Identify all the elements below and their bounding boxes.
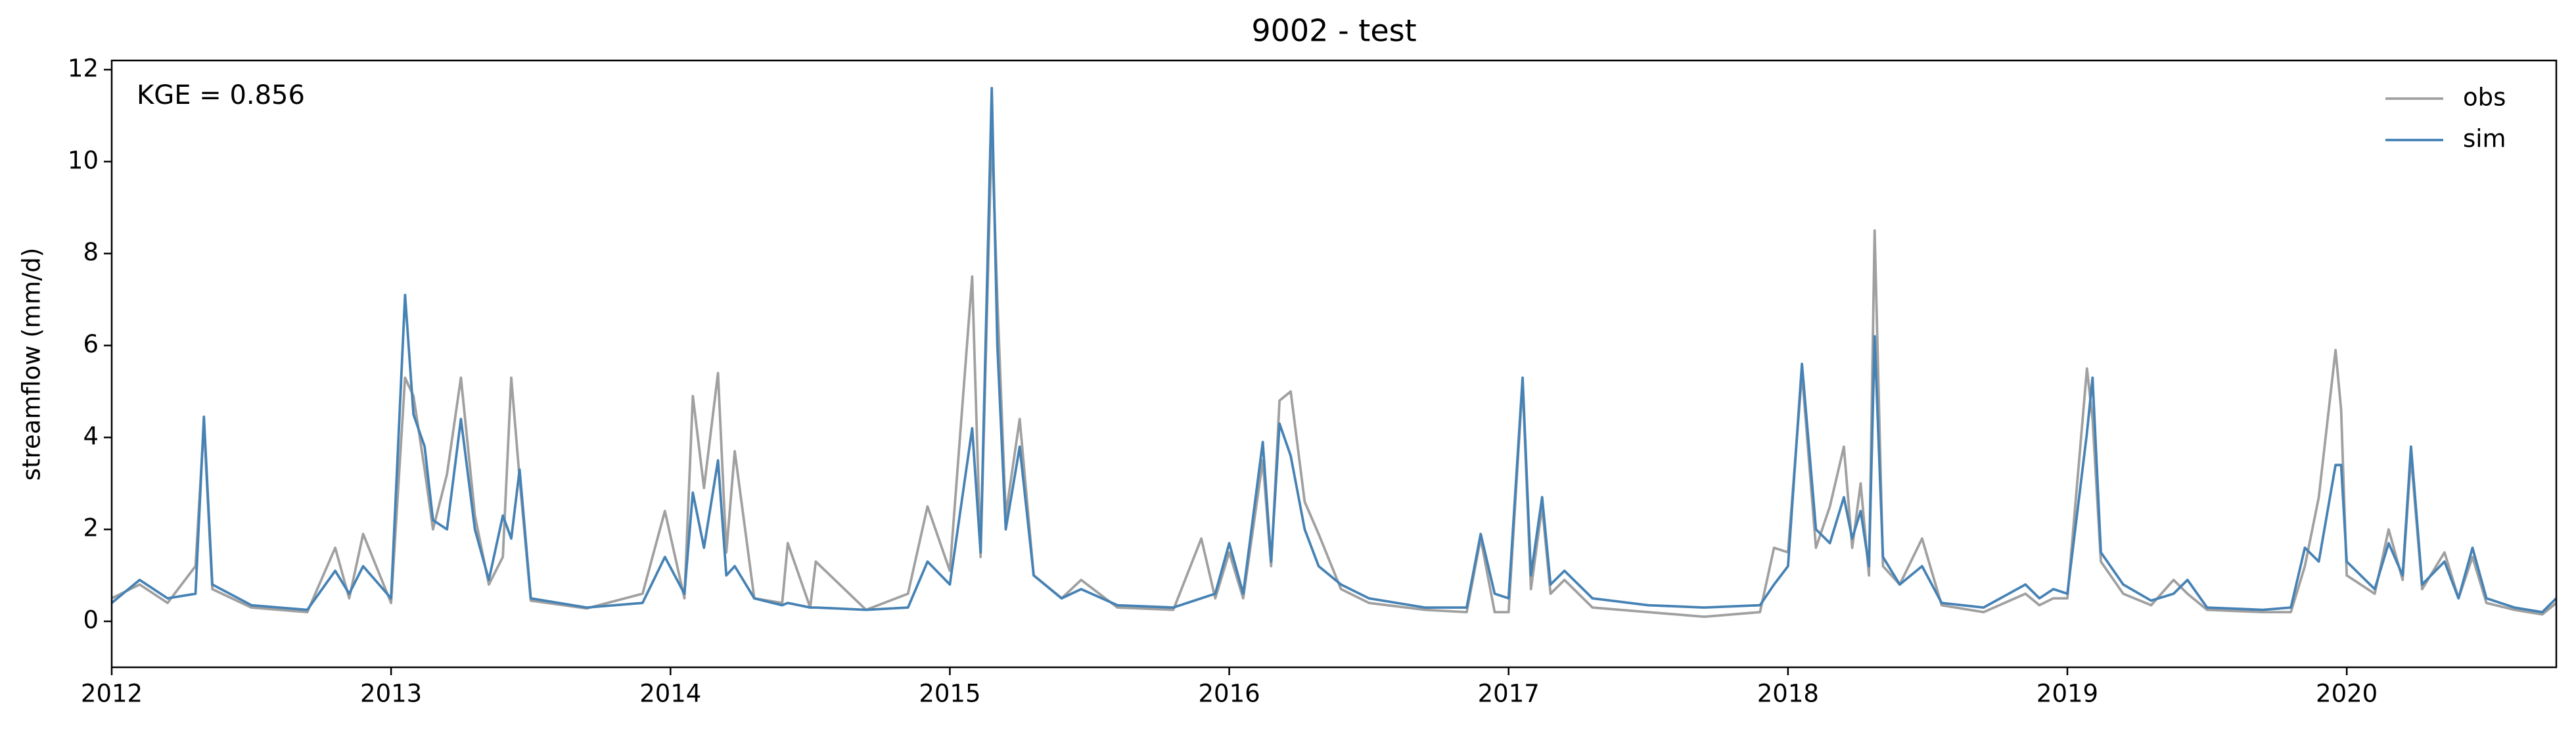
plot-frame — [110, 59, 2558, 669]
x-tick-label: 2020 — [2316, 680, 2378, 708]
y-tick-label: 0 — [83, 606, 99, 634]
x-tick-label: 2014 — [639, 680, 701, 708]
y-tick-label: 8 — [83, 238, 99, 266]
chart-title: 9002 - test — [1251, 13, 1416, 49]
x-tick-label: 2018 — [1757, 680, 1819, 708]
legend-label: sim — [2463, 125, 2506, 153]
series-line — [110, 87, 2558, 613]
y-tick-label: 2 — [83, 514, 99, 542]
x-tick-label: 2015 — [919, 680, 980, 708]
x-tick-label: 2019 — [2036, 680, 2098, 708]
x-tick-label: 2012 — [81, 680, 143, 708]
y-tick-label: 4 — [83, 422, 99, 450]
y-axis-label: streamflow (mm/d) — [18, 248, 46, 481]
y-tick-label: 12 — [68, 54, 99, 82]
y-tick-label: 6 — [83, 330, 99, 358]
annotation: KGE = 0.856 — [137, 80, 305, 110]
x-tick-label: 2016 — [1198, 680, 1260, 708]
series-line — [111, 128, 2558, 618]
x-tick-label: 2013 — [360, 680, 422, 708]
y-tick-label: 10 — [68, 146, 99, 174]
legend-label: obs — [2463, 83, 2506, 112]
x-tick-label: 2017 — [1478, 680, 1540, 708]
